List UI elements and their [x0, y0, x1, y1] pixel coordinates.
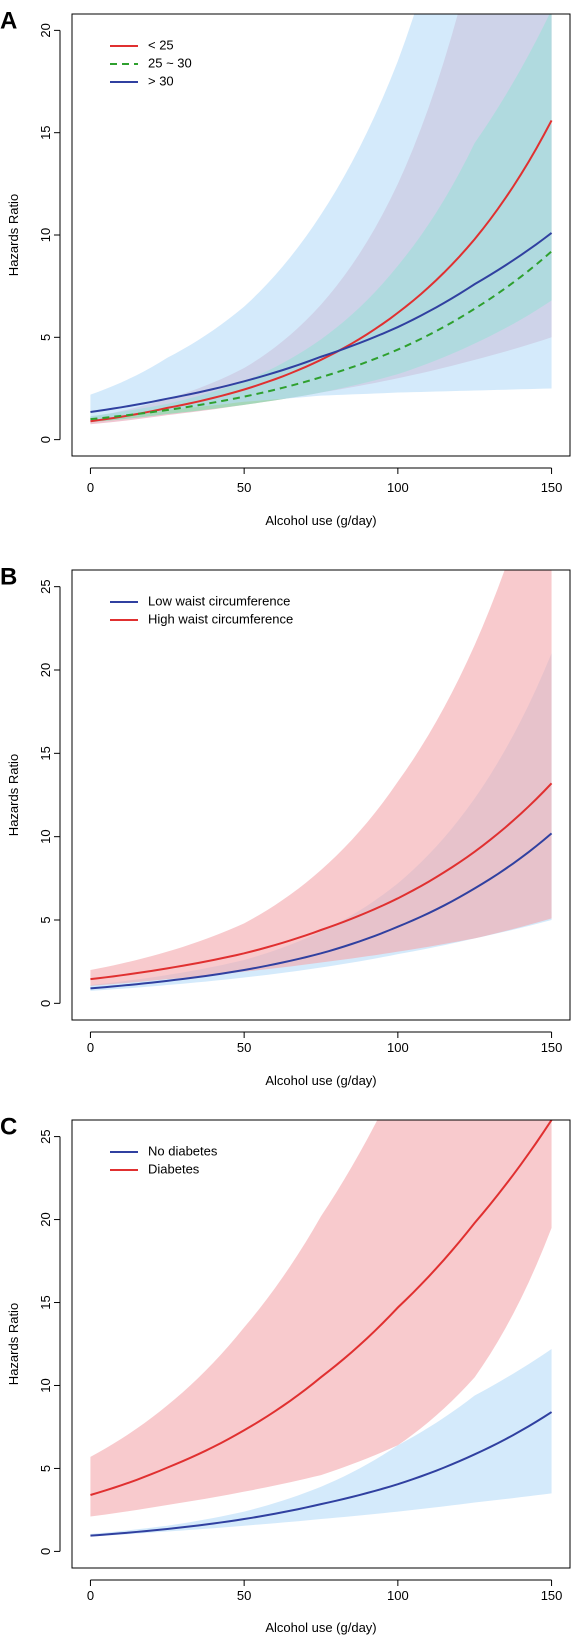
legend-label: High waist circumference	[148, 611, 293, 626]
x-tick-label: 100	[387, 480, 409, 495]
y-tick-label: 0	[38, 436, 53, 443]
x-tick-label: 50	[237, 480, 251, 495]
x-tick-label: 0	[87, 1040, 94, 1055]
legend-label: > 30	[148, 73, 174, 88]
x-axis-title: Alcohol use (g/day)	[265, 513, 376, 528]
panel-letter: A	[0, 7, 17, 34]
y-tick-label: 10	[38, 1378, 53, 1392]
y-axis-title: Hazards Ratio	[6, 194, 21, 276]
x-tick-label: 0	[87, 1588, 94, 1603]
series-line-2	[90, 250, 553, 421]
ci-band-2	[90, 1120, 552, 1517]
x-tick-label: 0	[87, 480, 94, 495]
series-line-3	[90, 232, 553, 413]
panel-letter: B	[0, 563, 17, 590]
y-tick-label: 10	[38, 829, 53, 843]
legend-label: 25 ~ 30	[148, 55, 192, 70]
series-line-1	[90, 119, 553, 423]
plot-area	[90, 14, 553, 425]
plot-area	[90, 570, 553, 991]
y-tick-label: 5	[38, 334, 53, 341]
plot-frame	[71, 569, 571, 1021]
x-axis-title: Alcohol use (g/day)	[265, 1620, 376, 1635]
x-tick-label: 50	[237, 1588, 251, 1603]
y-axis-title: Hazards Ratio	[6, 754, 21, 836]
y-tick-label: 5	[38, 1465, 53, 1472]
panel-a: 0 50 100 150 0 5 10 15 20 Alcohol use (g/day) Haza…	[0, 7, 571, 528]
legend-label: No diabetes	[148, 1143, 218, 1158]
series-line-1	[90, 1411, 553, 1537]
legend-label: < 25	[148, 37, 174, 52]
y-tick-label: 20	[38, 1212, 53, 1226]
y-tick-label: 5	[38, 916, 53, 923]
x-tick-label: 150	[541, 1588, 563, 1603]
x-tick-label: 100	[387, 1040, 409, 1055]
series-line-2	[90, 782, 553, 981]
x-axis-title: Alcohol use (g/day)	[265, 1073, 376, 1088]
y-tick-label: 15	[38, 746, 53, 760]
y-tick-label: 20	[38, 663, 53, 677]
panel-letter: C	[0, 1113, 17, 1140]
panel-b: 0 50 100 150 0 5 10 15 20 25 Alcohol use (g/day) Ha…	[0, 563, 571, 1088]
y-tick-label: 25	[38, 579, 53, 593]
ci-band-3	[90, 14, 552, 422]
plot-frame	[71, 1119, 571, 1569]
x-tick-label: 150	[541, 480, 563, 495]
y-tick-label: 10	[38, 228, 53, 242]
y-tick-label: 0	[38, 1548, 53, 1555]
ci-band-1	[90, 1348, 552, 1537]
plot-frame	[71, 13, 571, 457]
ci-band-2	[90, 570, 552, 986]
y-tick-label: 25	[38, 1129, 53, 1143]
plot-area	[90, 1120, 553, 1537]
series-line-1	[90, 832, 553, 990]
panel-c: 0 50 100 150 0 5 10 15 20 25 Alcohol use (g/day) Ha…	[0, 1113, 571, 1635]
y-axis-title: Hazards Ratio	[6, 1303, 21, 1385]
y-tick-label: 0	[38, 1000, 53, 1007]
series-line-2	[90, 1120, 553, 1496]
legend-label: Diabetes	[148, 1161, 200, 1176]
y-tick-label: 15	[38, 125, 53, 139]
x-tick-label: 100	[387, 1588, 409, 1603]
x-tick-label: 50	[237, 1040, 251, 1055]
y-tick-label: 20	[38, 23, 53, 37]
x-tick-label: 150	[541, 1040, 563, 1055]
legend-label: Low waist circumference	[148, 593, 290, 608]
y-tick-label: 15	[38, 1295, 53, 1309]
